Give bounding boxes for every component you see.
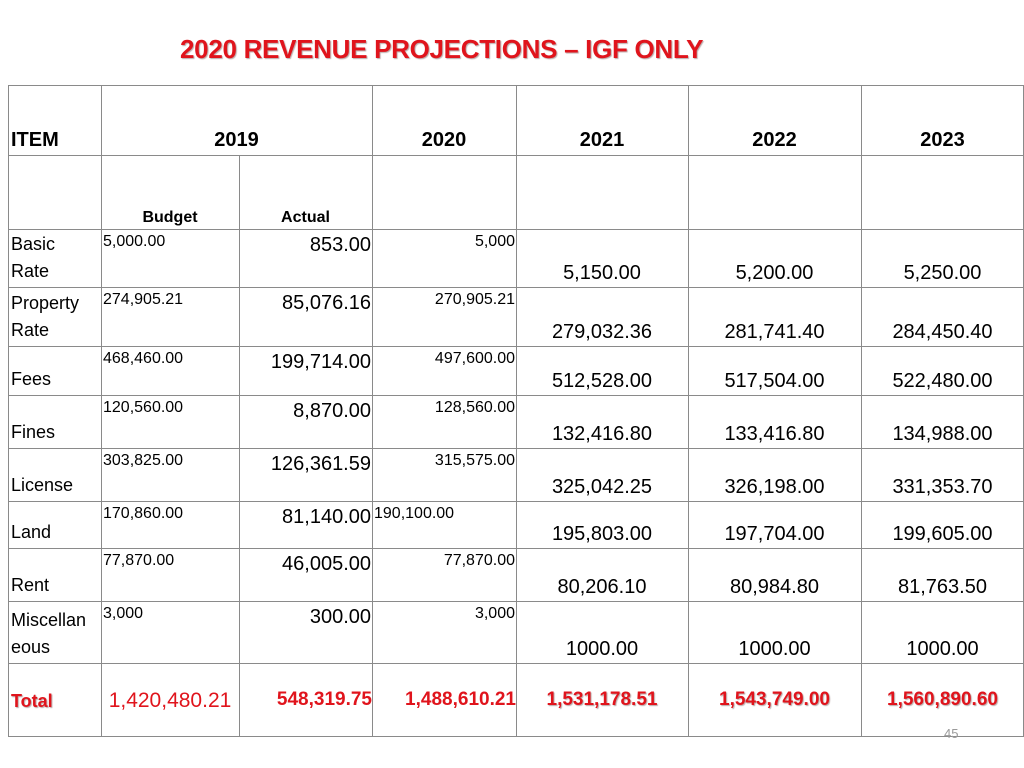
row-label: Fines — [11, 419, 55, 446]
cell-2020: 315,575.00 — [434, 452, 515, 469]
cell-2020: 128,560.00 — [434, 399, 515, 416]
cell-2023: 81,763.50 — [898, 576, 987, 598]
cell-2020: 190,100.00 — [374, 505, 455, 522]
total-2023: 1,560,890.60 — [887, 689, 998, 710]
cell-2021: 132,416.80 — [551, 423, 653, 445]
cell-budget: 3,000 — [103, 605, 144, 622]
cell-actual: 199,714.00 — [270, 351, 371, 373]
cell-budget: 170,860.00 — [103, 505, 184, 522]
cell-2021: 325,042.25 — [551, 476, 653, 498]
header-budget: Budget — [142, 209, 198, 226]
row-label-line: Rate — [11, 320, 50, 340]
row-label: Fees — [11, 366, 51, 393]
cell-2022: 326,198.00 — [724, 476, 825, 498]
cell-actual: 300.00 — [309, 606, 371, 628]
cell-2020: 3,000 — [474, 605, 515, 622]
row-label-line: Fines — [11, 422, 56, 442]
cell-actual: 46,005.00 — [282, 553, 371, 575]
total-2020: 1,488,610.21 — [405, 689, 516, 710]
slide-title: 2020 REVENUE PROJECTIONS – IGF ONLY — [180, 34, 704, 64]
cell-2022: 517,504.00 — [724, 370, 825, 392]
cell-actual: 85,076.16 — [282, 292, 371, 314]
page-number: 45 — [944, 726, 959, 741]
cell-budget: 120,560.00 — [103, 399, 184, 416]
header-actual: Actual — [281, 209, 330, 226]
cell-actual: 8,870.00 — [293, 400, 371, 422]
row-label: Rent — [11, 572, 49, 599]
row-label-line: Rent — [11, 575, 50, 595]
header-item: ITEM — [11, 129, 59, 151]
cell-2023: 199,605.00 — [892, 523, 993, 545]
row-label: License — [11, 472, 73, 499]
cell-2021: 1000.00 — [565, 638, 639, 660]
cell-2022: 133,416.80 — [724, 423, 825, 445]
cell-2021: 80,206.10 — [557, 576, 647, 598]
total-2022: 1,543,749.00 — [719, 689, 830, 710]
row-label-line: Basic — [11, 234, 56, 254]
header-2019: 2019 — [214, 129, 259, 151]
row-label-line: Fees — [11, 369, 52, 389]
cell-budget: 274,905.21 — [103, 291, 184, 308]
cell-2023: 1000.00 — [906, 638, 979, 660]
row-label-line: Rate — [11, 261, 50, 281]
cell-2020: 5,000 — [474, 233, 515, 250]
row-label-line: Land — [11, 522, 52, 542]
cell-2020: 77,870.00 — [443, 552, 515, 569]
cell-2022: 197,704.00 — [724, 523, 825, 545]
cell-2023: 331,353.70 — [892, 476, 993, 498]
total-budget: 1,420,480.21 — [108, 689, 232, 712]
header-2023: 2023 — [920, 129, 965, 151]
header-2020: 2020 — [421, 129, 467, 151]
cell-2022: 80,984.80 — [730, 576, 819, 598]
total-actual: 548,319.75 — [276, 689, 372, 710]
cell-2021: 512,528.00 — [551, 370, 653, 392]
header-2022: 2022 — [752, 129, 797, 151]
cell-budget: 468,460.00 — [103, 350, 184, 367]
cell-actual: 126,361.59 — [270, 453, 371, 475]
row-label-line: Property — [11, 293, 80, 313]
total-2021: 1,531,178.51 — [546, 689, 658, 710]
cell-actual: 853.00 — [309, 234, 371, 256]
cell-2023: 284,450.40 — [892, 321, 993, 343]
cell-2022: 281,741.40 — [724, 321, 825, 343]
row-label: Land — [11, 519, 51, 546]
row-label: Miscellan eous — [11, 607, 86, 661]
row-label: Property Rate — [11, 290, 79, 344]
cell-budget: 303,825.00 — [103, 452, 184, 469]
cell-2023: 5,250.00 — [903, 262, 982, 284]
cell-2023: 134,988.00 — [892, 423, 993, 445]
cell-budget: 5,000.00 — [103, 233, 166, 250]
row-label-line: Miscellan — [11, 610, 87, 630]
row-label-line: License — [11, 475, 74, 495]
row-label-line: eous — [11, 637, 51, 657]
cell-2022: 1000.00 — [738, 638, 811, 660]
cell-2021: 279,032.36 — [551, 321, 653, 343]
cell-2023: 522,480.00 — [892, 370, 993, 392]
cell-2022: 5,200.00 — [735, 262, 814, 284]
cell-2021: 195,803.00 — [551, 523, 653, 545]
row-label: Basic Rate — [11, 231, 55, 285]
cell-2020: 497,600.00 — [434, 350, 515, 367]
cell-2020: 270,905.21 — [434, 291, 515, 308]
total-label: Total — [11, 691, 53, 711]
cell-2021: 5,150.00 — [563, 262, 641, 284]
cell-budget: 77,870.00 — [103, 552, 175, 569]
cell-actual: 81,140.00 — [282, 506, 371, 528]
header-2021: 2021 — [579, 129, 625, 151]
